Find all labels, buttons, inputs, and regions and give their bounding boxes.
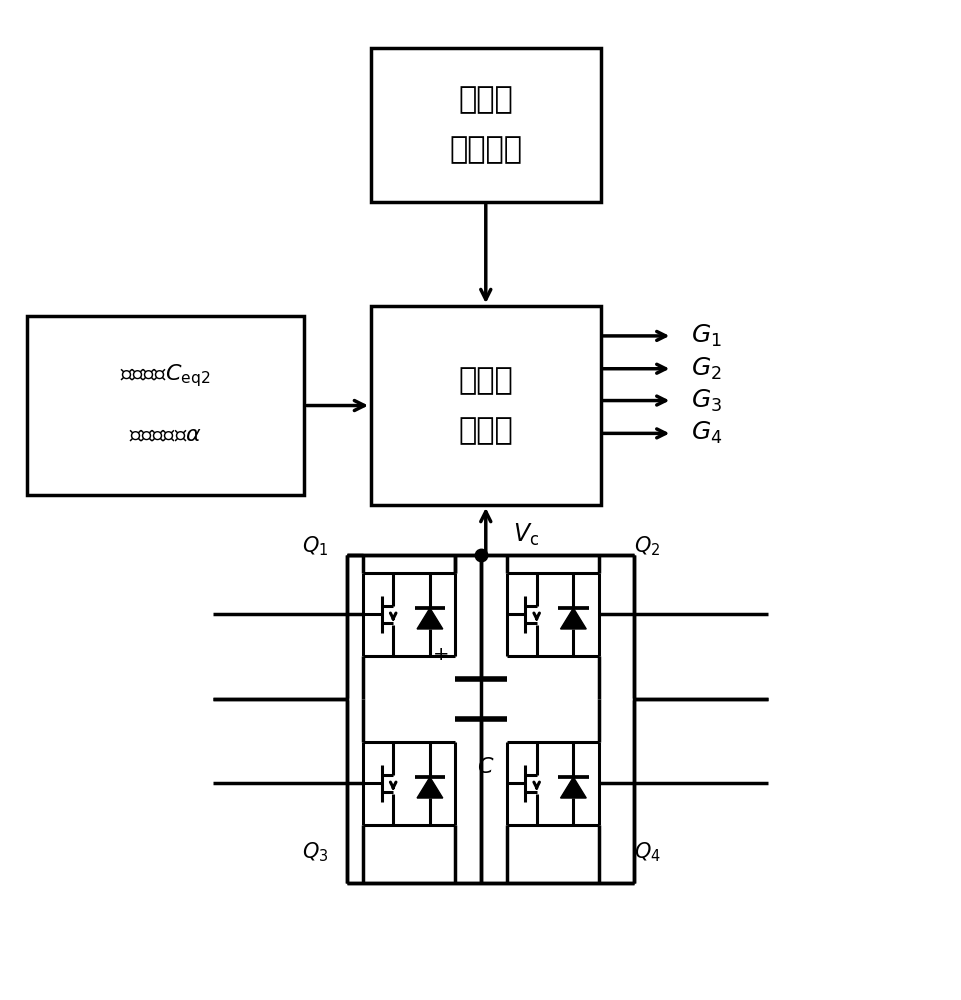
Text: 等效电容$C_{\mathrm{eq2}}$: 等效电容$C_{\mathrm{eq2}}$ xyxy=(120,362,210,389)
Polygon shape xyxy=(417,777,442,798)
Polygon shape xyxy=(560,777,585,798)
Text: 锁相环: 锁相环 xyxy=(458,85,512,114)
Bar xyxy=(27,316,304,495)
Text: $G_4$: $G_4$ xyxy=(691,420,722,446)
Text: $V_{\mathrm{c}}$: $V_{\mathrm{c}}$ xyxy=(512,522,538,548)
Text: $G_1$: $G_1$ xyxy=(691,323,722,349)
Text: $Q_2$: $Q_2$ xyxy=(633,534,659,558)
Polygon shape xyxy=(417,608,442,629)
Text: $C$: $C$ xyxy=(477,757,494,777)
Text: 号输出: 号输出 xyxy=(458,416,512,445)
Text: 门极信: 门极信 xyxy=(458,366,512,395)
Text: $G_3$: $G_3$ xyxy=(691,387,722,414)
Text: $Q_1$: $Q_1$ xyxy=(302,534,328,558)
Bar xyxy=(371,48,600,202)
Text: 对应关闭角$\alpha$: 对应关闭角$\alpha$ xyxy=(129,425,202,445)
Text: $G_2$: $G_2$ xyxy=(691,356,722,382)
Text: $Q_3$: $Q_3$ xyxy=(301,840,328,864)
Polygon shape xyxy=(560,608,585,629)
Text: +: + xyxy=(432,645,449,664)
Text: $Q_4$: $Q_4$ xyxy=(633,840,660,864)
Bar xyxy=(371,306,600,505)
Text: 相位跟踪: 相位跟踪 xyxy=(449,135,522,164)
